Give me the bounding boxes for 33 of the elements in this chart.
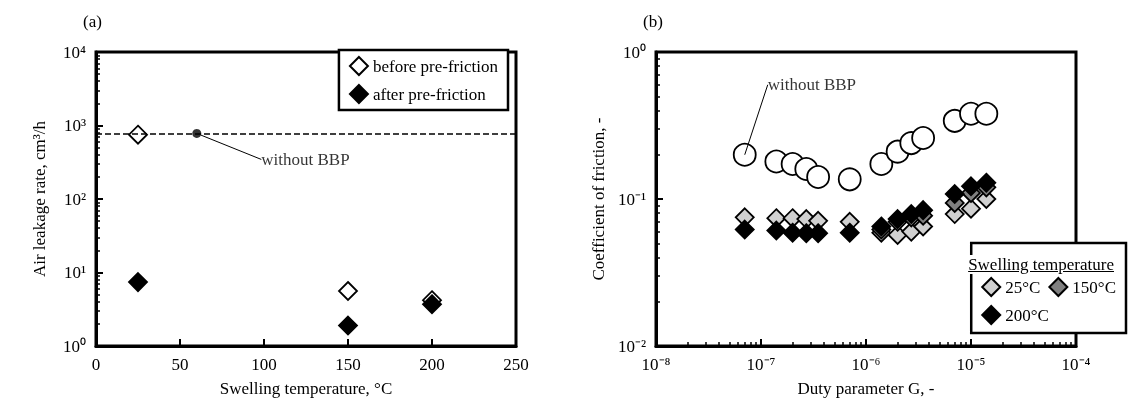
- y-tick-label: 10⁻²: [617, 336, 646, 356]
- x-tick-label: 200: [419, 355, 445, 374]
- y-tick-label: 10³: [63, 116, 86, 135]
- legend-label: before pre-friction: [372, 56, 499, 76]
- legend-label: 25°C: [1005, 277, 1041, 297]
- y-tick-label: 10⁰: [623, 42, 646, 62]
- x-tick-label: 0: [91, 355, 101, 374]
- chart-title: (b): [643, 12, 663, 31]
- annotation: without BBP: [767, 75, 857, 95]
- x-tick-label: 10⁻⁶: [851, 355, 881, 374]
- y-tick-label: 10⁰: [63, 336, 86, 356]
- legend-title: Swelling temperature: [968, 255, 1114, 274]
- legend-label: 200°C: [1005, 305, 1049, 325]
- x-tick-label: 100: [251, 355, 277, 374]
- x-tick-label: 10⁻⁵: [956, 355, 986, 374]
- legend-label: 150°C: [1072, 277, 1116, 297]
- x-tick-label: 250: [503, 355, 529, 374]
- y-axis-title: Air leakage rate, cm³/h: [30, 120, 49, 278]
- chart-title: (a): [83, 12, 102, 31]
- x-axis-title: Duty parameter G, -: [797, 379, 935, 398]
- x-tick-label: 50: [171, 355, 189, 374]
- x-tick-label: 10⁻⁴: [1061, 355, 1091, 374]
- y-axis-title: Coefficient of friction, -: [589, 117, 608, 281]
- annotation: without BBP: [261, 149, 350, 169]
- y-tick-label: 10⁴: [63, 42, 87, 62]
- x-tick-label: 10⁻⁸: [641, 355, 671, 374]
- x-tick-label: 10⁻⁷: [746, 355, 776, 374]
- x-tick-label: 150: [335, 355, 361, 374]
- y-tick-label: 10²: [63, 189, 86, 209]
- y-tick-label: 10⁻¹: [617, 189, 646, 209]
- y-tick-label: 10¹: [63, 263, 86, 282]
- x-axis-title: Swelling temperature, °C: [219, 379, 393, 398]
- legend-label: after pre-friction: [372, 84, 487, 104]
